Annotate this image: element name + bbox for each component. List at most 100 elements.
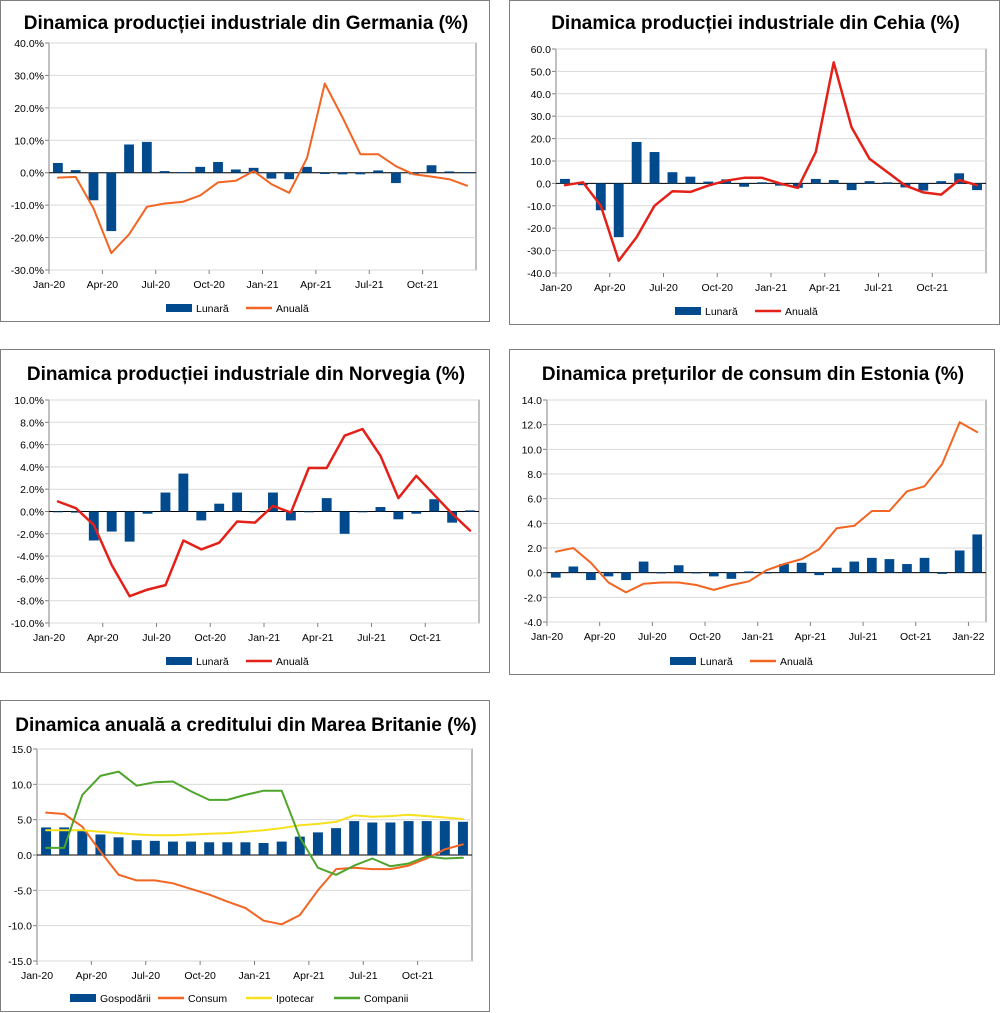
- bar-lunară: [828, 180, 839, 184]
- y-tick-label: -30.0: [527, 246, 551, 258]
- y-tick-label: 0.0%: [20, 168, 44, 180]
- bar-gospodării: [312, 832, 323, 855]
- bar-lunară: [673, 565, 684, 573]
- x-tick-label: Apr-21: [302, 632, 334, 644]
- bar-lunară: [213, 162, 223, 173]
- y-tick-label: 30.0: [531, 111, 552, 123]
- y-tick-label: -5.0: [14, 885, 32, 897]
- legend-label: Anuală: [276, 303, 309, 315]
- bar-gospodării: [367, 822, 378, 855]
- bar-gospodării: [222, 842, 233, 855]
- bar-lunară: [638, 561, 649, 573]
- bar-lunară: [214, 503, 225, 512]
- y-tick-label: -4.0%: [17, 551, 44, 563]
- bar-lunară: [53, 511, 63, 513]
- y-tick-label: 6.0: [527, 494, 542, 506]
- bar-lunară: [391, 172, 401, 184]
- bar-lunară: [124, 144, 134, 173]
- bar-lunară: [919, 557, 930, 573]
- x-tick-label: Apr-20: [584, 631, 616, 643]
- series-line-anuală: [56, 427, 472, 598]
- y-tick-label: 0.0: [527, 568, 542, 580]
- bar-lunară: [357, 511, 368, 513]
- bar-lunară: [656, 572, 666, 574]
- bar-lunară: [831, 567, 842, 573]
- bar-lunară: [178, 473, 189, 512]
- y-tick-label: 4.0: [527, 518, 542, 530]
- bar-lunară: [465, 510, 475, 512]
- bar-lunară: [864, 181, 875, 184]
- bar-lunară: [882, 182, 893, 184]
- x-tick-label: Oct-21: [402, 970, 434, 982]
- y-tick-label: 20.0%: [14, 103, 44, 115]
- bar-lunară: [902, 564, 912, 573]
- bar-lunară: [302, 166, 312, 173]
- bar-gospodării: [204, 842, 215, 855]
- y-tick-label: 15.0: [12, 744, 33, 756]
- bar-lunară: [667, 172, 678, 184]
- bar-gospodării: [403, 821, 414, 855]
- y-tick-label: -10.0%: [11, 200, 44, 212]
- x-tick-label: Jul-21: [355, 279, 384, 291]
- chart-title: Dinamica producției industriale din Norv…: [27, 364, 465, 385]
- y-tick-label: 10.0: [12, 779, 33, 791]
- bar-lunară: [568, 566, 579, 573]
- legend-label: Lunară: [196, 303, 229, 315]
- y-tick-label: 4.0%: [20, 462, 44, 474]
- x-tick-label: Apr-20: [87, 632, 119, 644]
- bar-lunară: [810, 178, 821, 184]
- x-tick-label: Apr-21: [795, 631, 827, 643]
- bar-lunară: [649, 152, 660, 184]
- x-tick-label: Oct-20: [184, 970, 216, 982]
- bar-lunară: [373, 170, 384, 173]
- bar-lunară: [595, 183, 606, 211]
- x-tick-label: Jul-20: [142, 632, 171, 644]
- x-tick-label: Apr-20: [87, 279, 119, 291]
- bar-lunară: [339, 511, 350, 534]
- x-tick-label: Jan-20: [21, 970, 53, 982]
- bar-lunară: [867, 557, 877, 573]
- chart-panel-czechia: Dinamica producției industriale din Cehi…: [509, 0, 1000, 325]
- bar-lunară: [124, 511, 135, 542]
- bar-lunară: [106, 172, 117, 232]
- y-tick-label: 10.0%: [14, 135, 44, 147]
- x-tick-label: Oct-21: [409, 632, 441, 644]
- bar-gospodării: [385, 822, 396, 855]
- legend-label: Ipotecar: [276, 993, 314, 1005]
- bar-lunară: [70, 170, 81, 173]
- bar-lunară: [849, 561, 860, 573]
- bar-lunară: [761, 572, 772, 574]
- y-tick-label: 30.0%: [14, 70, 44, 82]
- y-tick-label: -10.0: [527, 201, 551, 213]
- x-tick-label: Jul-20: [131, 970, 160, 982]
- y-tick-label: 20.0: [531, 134, 552, 146]
- bar-lunară: [303, 511, 314, 513]
- series-line-companii: [45, 770, 464, 876]
- y-tick-label: 5.0: [17, 815, 32, 827]
- y-tick-label: -6.0%: [17, 573, 44, 585]
- x-tick-label: Apr-20: [76, 970, 108, 982]
- y-tick-label: 0.0: [536, 178, 551, 190]
- legend-label: Lunară: [700, 656, 733, 668]
- chart-panel-uk-credit: Dinamica anuală a creditului din Marea B…: [0, 700, 490, 1012]
- x-tick-label: Oct-20: [193, 279, 225, 291]
- x-tick-label: Jan-21: [238, 970, 270, 982]
- legend-label: Anuală: [785, 306, 818, 318]
- x-tick-label: Oct-20: [701, 282, 733, 294]
- bar-gospodării: [349, 821, 360, 855]
- y-tick-label: 14.0: [522, 395, 543, 407]
- y-tick-label: -8.0%: [17, 596, 44, 608]
- bar-lunară: [88, 172, 99, 201]
- x-tick-label: Jan-20: [531, 631, 563, 643]
- bar-lunară: [321, 498, 332, 512]
- legend-swatch-bar: [166, 304, 192, 312]
- y-tick-label: -40.0: [527, 268, 551, 280]
- y-tick-label: -20.0%: [11, 233, 44, 245]
- bar-lunară: [954, 550, 965, 573]
- plot-area: [48, 42, 477, 271]
- y-tick-label: -4.0: [524, 617, 542, 629]
- y-tick-label: 12.0: [522, 420, 543, 432]
- x-tick-label: Jan-20: [33, 279, 65, 291]
- bar-gospodării: [331, 828, 342, 855]
- y-tick-label: 50.0: [531, 66, 552, 78]
